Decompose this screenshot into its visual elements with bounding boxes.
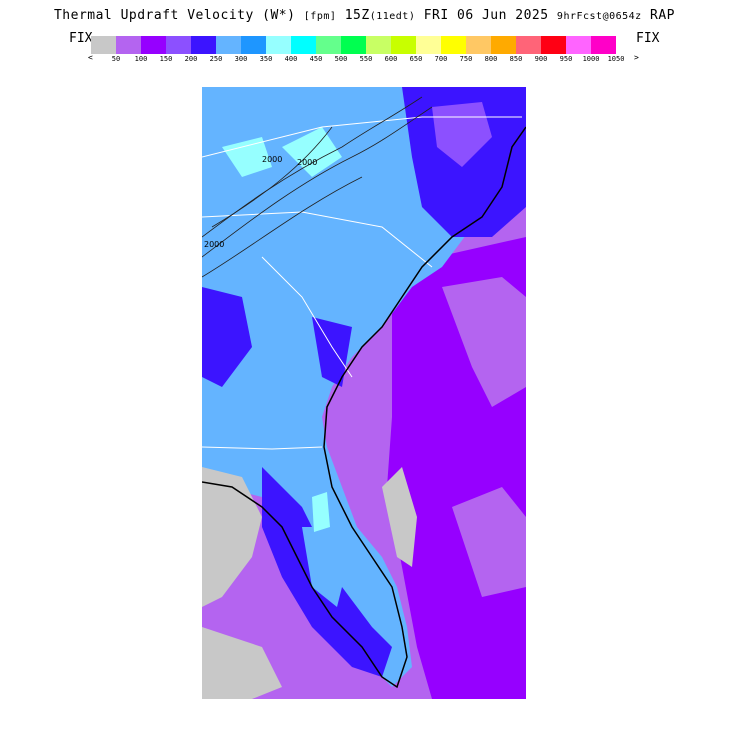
atlantic-gray-strip [382, 467, 417, 567]
contour-lines [202, 96, 433, 278]
contour-line-2 [202, 106, 433, 258]
tick-label-900: 900 [534, 55, 548, 63]
color-swatch-0 [91, 36, 116, 54]
inland-patch-2 [312, 317, 352, 387]
cyan-patch-2 [282, 127, 342, 177]
color-swatch-12 [391, 36, 416, 54]
title-time: 15Z [344, 8, 370, 23]
color-swatch-20 [591, 36, 616, 54]
inland-patch-1 [202, 287, 252, 387]
cyan-patch-1 [222, 137, 272, 177]
color-swatch-13 [416, 36, 441, 54]
gulf-gray-2 [202, 627, 282, 699]
gulf-gray-1 [202, 467, 262, 607]
color-swatch-18 [541, 36, 566, 54]
color-swatch-9 [316, 36, 341, 54]
title-units: [fpm] [303, 11, 337, 22]
color-swatch-3 [166, 36, 191, 54]
color-swatch-1 [116, 36, 141, 54]
contour-line-4 [211, 126, 333, 228]
title-date: FRI 06 Jun 2025 [423, 8, 549, 23]
contour-label-3: 2000 [204, 240, 224, 249]
tick-label-700: 700 [434, 55, 448, 63]
color-scale-ticks: 50 100 150 200 250 300 350 400 450 500 550 600 650 70… [91, 55, 635, 67]
state-borders [202, 116, 522, 450]
tick-label-550: 550 [359, 55, 373, 63]
fix-left-label: FIX [69, 31, 93, 46]
northeast-patch [432, 102, 492, 167]
tick-label-200: 200 [184, 55, 198, 63]
tick-label-250: 250 [209, 55, 223, 63]
tick-label-150: 150 [159, 55, 173, 63]
title-fcst: 9hrFcst@0654z [556, 11, 642, 22]
color-swatch-5 [216, 36, 241, 54]
thermal-map: 2000 2000 2000 [202, 87, 526, 699]
chart-title: Thermal Updraft Velocity (W*) [fpm] 15Z(… [0, 8, 729, 23]
color-swatch-14 [441, 36, 466, 54]
tick-label-750: 750 [459, 55, 473, 63]
color-swatch-2 [141, 36, 166, 54]
tick-label-450: 450 [309, 55, 323, 63]
land-region [202, 87, 517, 687]
color-swatch-17 [516, 36, 541, 54]
tick-label-300: 300 [234, 55, 248, 63]
tick-label-50: 50 [111, 55, 121, 63]
color-swatch-7 [266, 36, 291, 54]
cyan-patch-3 [312, 492, 330, 532]
tick-label-500: 500 [334, 55, 348, 63]
border-nc-sc [202, 211, 433, 268]
tick-label-600: 600 [384, 55, 398, 63]
tick-label-800: 800 [484, 55, 498, 63]
tick-label-1000: 1000 [582, 55, 600, 63]
fix-right-label: FIX [636, 31, 660, 46]
border-ga-fl [202, 446, 323, 450]
color-swatch-4 [191, 36, 216, 54]
offshore-light-patch-2 [452, 487, 526, 597]
tick-label-950: 950 [559, 55, 573, 63]
color-swatch-19 [566, 36, 591, 54]
color-swatch-6 [241, 36, 266, 54]
color-swatch-15 [466, 36, 491, 54]
title-model: RAP [650, 8, 676, 23]
tick-label-850: 850 [509, 55, 523, 63]
scale-arrow-left: < [88, 53, 93, 62]
color-swatch-16 [491, 36, 516, 54]
tick-label-350: 350 [259, 55, 273, 63]
title-main: Thermal Updraft Velocity (W*) [53, 8, 296, 23]
coastline [202, 126, 526, 689]
peninsula-light-patch [302, 527, 347, 607]
contour-label-1: 2000 [262, 155, 282, 164]
tick-label-100: 100 [134, 55, 148, 63]
thermal-map-graphic: 2000 2000 2000 [202, 87, 526, 699]
tick-label-650: 650 [409, 55, 423, 63]
color-swatch-8 [291, 36, 316, 54]
contour-label-2: 2000 [297, 158, 317, 167]
scale-arrow-right: > [634, 53, 639, 62]
title-local: (11edt) [369, 11, 416, 22]
border-north [202, 116, 522, 158]
tick-label-400: 400 [284, 55, 298, 63]
border-sc-ga [261, 256, 353, 378]
offshore-light-patch [442, 277, 526, 407]
tick-label-1050: 1050 [607, 55, 625, 63]
color-swatch-11 [366, 36, 391, 54]
color-scale-bar [91, 36, 635, 54]
color-swatch-10 [341, 36, 366, 54]
contour-line-3 [202, 176, 363, 278]
